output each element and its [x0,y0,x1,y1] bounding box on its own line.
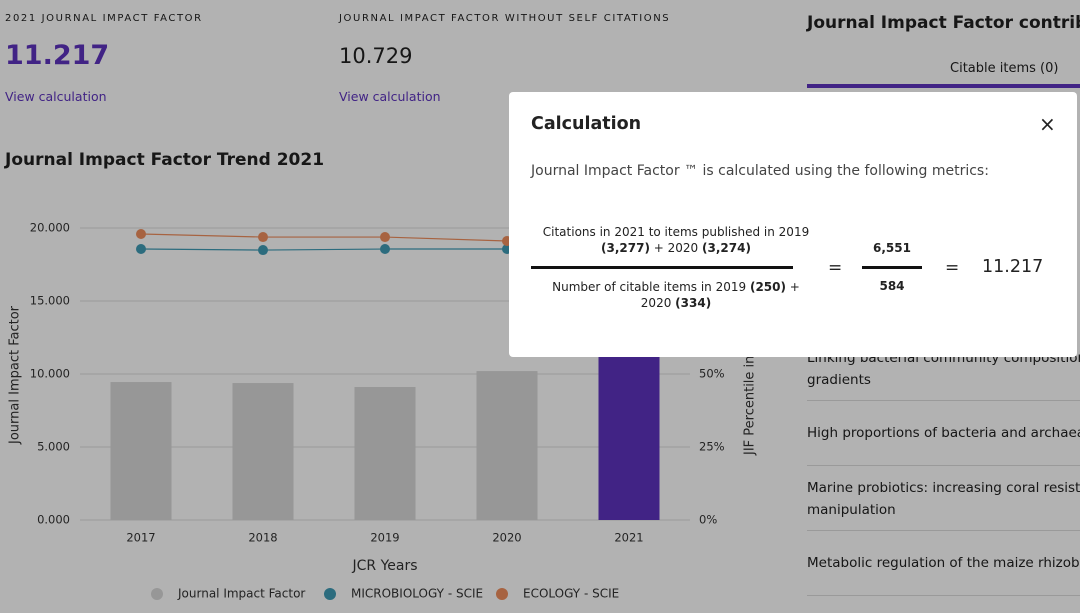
equals: = [828,258,843,278]
point [380,244,390,255]
tab[interactable]: Citable items (0) [950,61,1059,76]
close-button[interactable]: × [1039,112,1056,136]
list-item[interactable]: Metabolic regulation of the maize rhizob… [807,540,1080,596]
y2-axis-label: JIF Percentile in [743,356,758,456]
y2-tick-label: 0% [699,513,717,527]
x-tick-label: 2017 [126,531,155,545]
items: 584 [879,279,905,293]
y-tick-label: 0.000 [37,513,70,527]
y-tick-label: 20.000 [30,221,70,235]
modal-title: Calculation [531,114,642,134]
metric-value: 10.729 [339,44,413,68]
list-item-text: gradients [807,372,871,388]
modal: Calculation × Journal Impact Factor ™ is… [509,92,1077,357]
fraction-text: + 2020 [640,280,800,310]
numerator: Citations in 2021 to items published in … [531,224,821,256]
view-calculation-link[interactable]: View calculation [339,89,441,104]
y2-tick-label: 25% [699,440,725,454]
denominator: Number of citable items in 2019 (250) + … [539,279,813,311]
fraction-text: (334) [675,296,712,310]
tab-underline [807,84,1080,88]
list-item-text: manipulation [807,502,896,518]
fraction-text: (250) [749,280,786,294]
list-item[interactable]: Marine probiotics: increasing coral resi… [807,475,1080,531]
legend-label: Journal Impact Factor [177,587,305,601]
point [258,245,268,256]
point [380,232,390,243]
list-item-text: High proportions of bacteria and archaea… [807,425,1080,441]
view-calculation-link[interactable]: View calculation [5,89,107,104]
legend-marker [496,588,508,600]
fraction-text: Citations in 2021 to items published in … [542,225,810,239]
chart-title: Journal Impact Factor Trend 2021 [5,150,325,170]
series-line [140,248,507,251]
metric-label: JOURNAL IMPACT FACTOR WITHOUT SELF CITAT… [339,13,671,24]
bar [110,382,172,520]
y-tick-label: 10.000 [30,367,70,381]
metric-label: 2021 JOURNAL IMPACT FACTOR [5,13,203,24]
list-item[interactable]: High proportions of bacteria and archaea… [807,410,1080,466]
legend-marker [151,588,163,600]
x-tick-label: 2020 [492,531,521,545]
panel-title: Journal Impact Factor contributi [807,13,1080,33]
x-axis-label: JCR Years [351,558,417,574]
citations: 6,551 [873,241,911,255]
result: 11.217 [982,257,1044,277]
chart: 0.000 5.000 10.000 15.000 20.000 0% 25% 50% 2017… [8,221,758,601]
legend-label: ECOLOGY - SCIE [523,587,619,601]
legend-label: MICROBIOLOGY - SCIE [351,587,483,601]
bar [476,371,538,520]
metric-value: 11.217 [5,40,110,71]
fraction-text: (3,277) [601,241,650,255]
series-line [140,233,508,242]
point [136,244,146,255]
x-tick-label: 2021 [614,531,643,545]
point [136,228,146,239]
y-axis-label: Journal Impact Factor [8,305,23,445]
fraction-text: (3,274) [702,241,751,255]
bar [354,386,416,520]
list-item-text: Metabolic regulation of the maize rhizob… [807,555,1080,571]
fraction-bar [862,266,922,269]
point [258,232,268,243]
equals: = [945,258,960,278]
fraction-text: Number of citable items in 2019 [552,280,750,294]
x-tick-label: 2019 [370,531,399,545]
x-tick-label: 2018 [248,531,277,545]
bar [232,383,294,520]
modal-description: Journal Impact Factor ™ is calculated us… [531,163,989,179]
legend-marker [324,588,336,600]
y-tick-label: 15.000 [30,294,70,308]
fraction-text: + 2020 [649,241,703,255]
bar [598,356,660,520]
fraction-bar [531,266,793,269]
y-tick-label: 5.000 [37,440,70,454]
list-item-text: Marine probiotics: increasing coral resi… [807,480,1080,496]
y2-tick-label: 50% [699,367,725,381]
